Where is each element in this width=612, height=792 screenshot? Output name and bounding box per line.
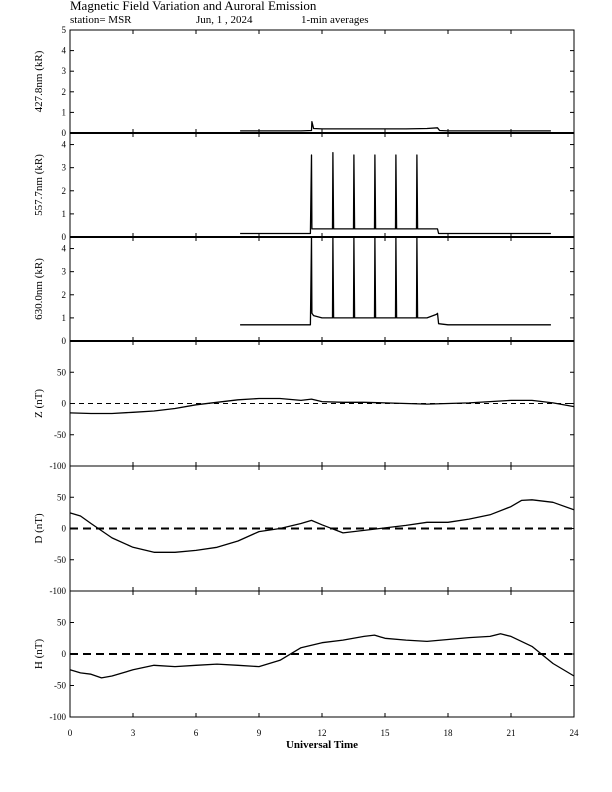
y-tick-label: 3 bbox=[62, 267, 67, 277]
series-line-5577 bbox=[240, 151, 551, 235]
averaging-label: 1-min averages bbox=[301, 14, 369, 26]
y-tick-label: -100 bbox=[50, 712, 67, 722]
panel-frame bbox=[69, 29, 575, 134]
x-tick-label: 15 bbox=[381, 728, 391, 738]
y-tick-label: 0 bbox=[62, 524, 67, 534]
y-tick-label: -50 bbox=[54, 555, 66, 565]
y-tick-label: 2 bbox=[62, 87, 67, 97]
panel-H: -100 -50 0 50 H (nT) bbox=[33, 590, 575, 722]
y-tick-label: 0 bbox=[62, 128, 67, 138]
y-tick-label: 2 bbox=[62, 186, 67, 196]
y-tick-label: 4 bbox=[62, 140, 67, 150]
station-label: station= MSR bbox=[70, 14, 132, 26]
series-line-Z bbox=[69, 397, 575, 415]
series-line-H bbox=[69, 633, 575, 679]
y-tick-label: 1 bbox=[62, 107, 67, 117]
chart-title: Magnetic Field Variation and Auroral Emi… bbox=[70, 0, 317, 13]
x-tick-label: 12 bbox=[318, 728, 327, 738]
series-line-D bbox=[69, 499, 575, 553]
panel-6300: 0 1 2 3 4 630.0nm (kR) bbox=[33, 236, 575, 346]
y-tick-label: 1 bbox=[62, 313, 67, 323]
y-axis-label-Z: Z (nT) bbox=[33, 389, 45, 418]
y-tick-label: 0 bbox=[62, 399, 67, 409]
y-tick-label: 0 bbox=[62, 649, 67, 659]
y-tick-label: 50 bbox=[57, 618, 67, 628]
panel-frame bbox=[69, 132, 575, 238]
panel-D: -100 -50 0 50 D (nT) bbox=[33, 465, 575, 596]
date-label: Jun, 1 , 2024 bbox=[196, 14, 253, 26]
x-tick-label: 9 bbox=[257, 728, 262, 738]
y-tick-label: 4 bbox=[62, 46, 67, 56]
y-axis-label-4278: 427.8nm (kR) bbox=[33, 50, 45, 112]
y-tick-label: 0 bbox=[62, 336, 67, 346]
y-tick-label: 4 bbox=[62, 244, 67, 254]
x-axis: 0 3 6 9 12 15 18 21 24 bbox=[68, 728, 579, 738]
y-tick-label: 1 bbox=[62, 209, 67, 219]
y-tick-label: 2 bbox=[62, 290, 67, 300]
y-tick-label: -100 bbox=[50, 461, 67, 471]
y-tick-label: 50 bbox=[57, 367, 67, 377]
x-axis-label: Universal Time bbox=[286, 739, 358, 751]
y-tick-label: -50 bbox=[54, 681, 66, 691]
x-tick-label: 0 bbox=[68, 728, 73, 738]
panel-Z: -100 -50 0 50 Z (nT) bbox=[33, 340, 575, 471]
y-tick-label: 5 bbox=[62, 25, 67, 35]
x-tick-label: 6 bbox=[194, 728, 199, 738]
y-tick-label: 3 bbox=[62, 163, 67, 173]
x-tick-label: 3 bbox=[131, 728, 136, 738]
chart-panels: 0 1 2 3 4 5 427.8nm (kR) 0 1 2 3 4 557.7nm (kR) 0 1 2 3 4… bbox=[33, 25, 575, 722]
panel-5577: 0 1 2 3 4 557.7nm (kR) bbox=[33, 132, 575, 242]
x-tick-label: 21 bbox=[507, 728, 516, 738]
y-axis-label-5577: 557.7nm (kR) bbox=[33, 154, 45, 216]
x-tick-label: 24 bbox=[570, 728, 580, 738]
y-tick-label: -100 bbox=[50, 586, 67, 596]
y-axis-label-H: H (nT) bbox=[33, 639, 45, 670]
series-line-6300 bbox=[240, 236, 551, 326]
y-tick-label: -50 bbox=[54, 430, 66, 440]
y-tick-label: 3 bbox=[62, 66, 67, 76]
y-axis-label-6300: 630.0nm (kR) bbox=[33, 258, 45, 320]
y-tick-label: 0 bbox=[62, 232, 67, 242]
x-tick-label: 18 bbox=[444, 728, 454, 738]
chart-header: Magnetic Field Variation and Auroral Emi… bbox=[70, 0, 369, 26]
panel-4278: 0 1 2 3 4 5 427.8nm (kR) bbox=[33, 25, 575, 138]
y-axis-label-D: D (nT) bbox=[33, 513, 45, 544]
series-line-4278 bbox=[240, 121, 551, 132]
y-tick-label: 50 bbox=[57, 492, 67, 502]
